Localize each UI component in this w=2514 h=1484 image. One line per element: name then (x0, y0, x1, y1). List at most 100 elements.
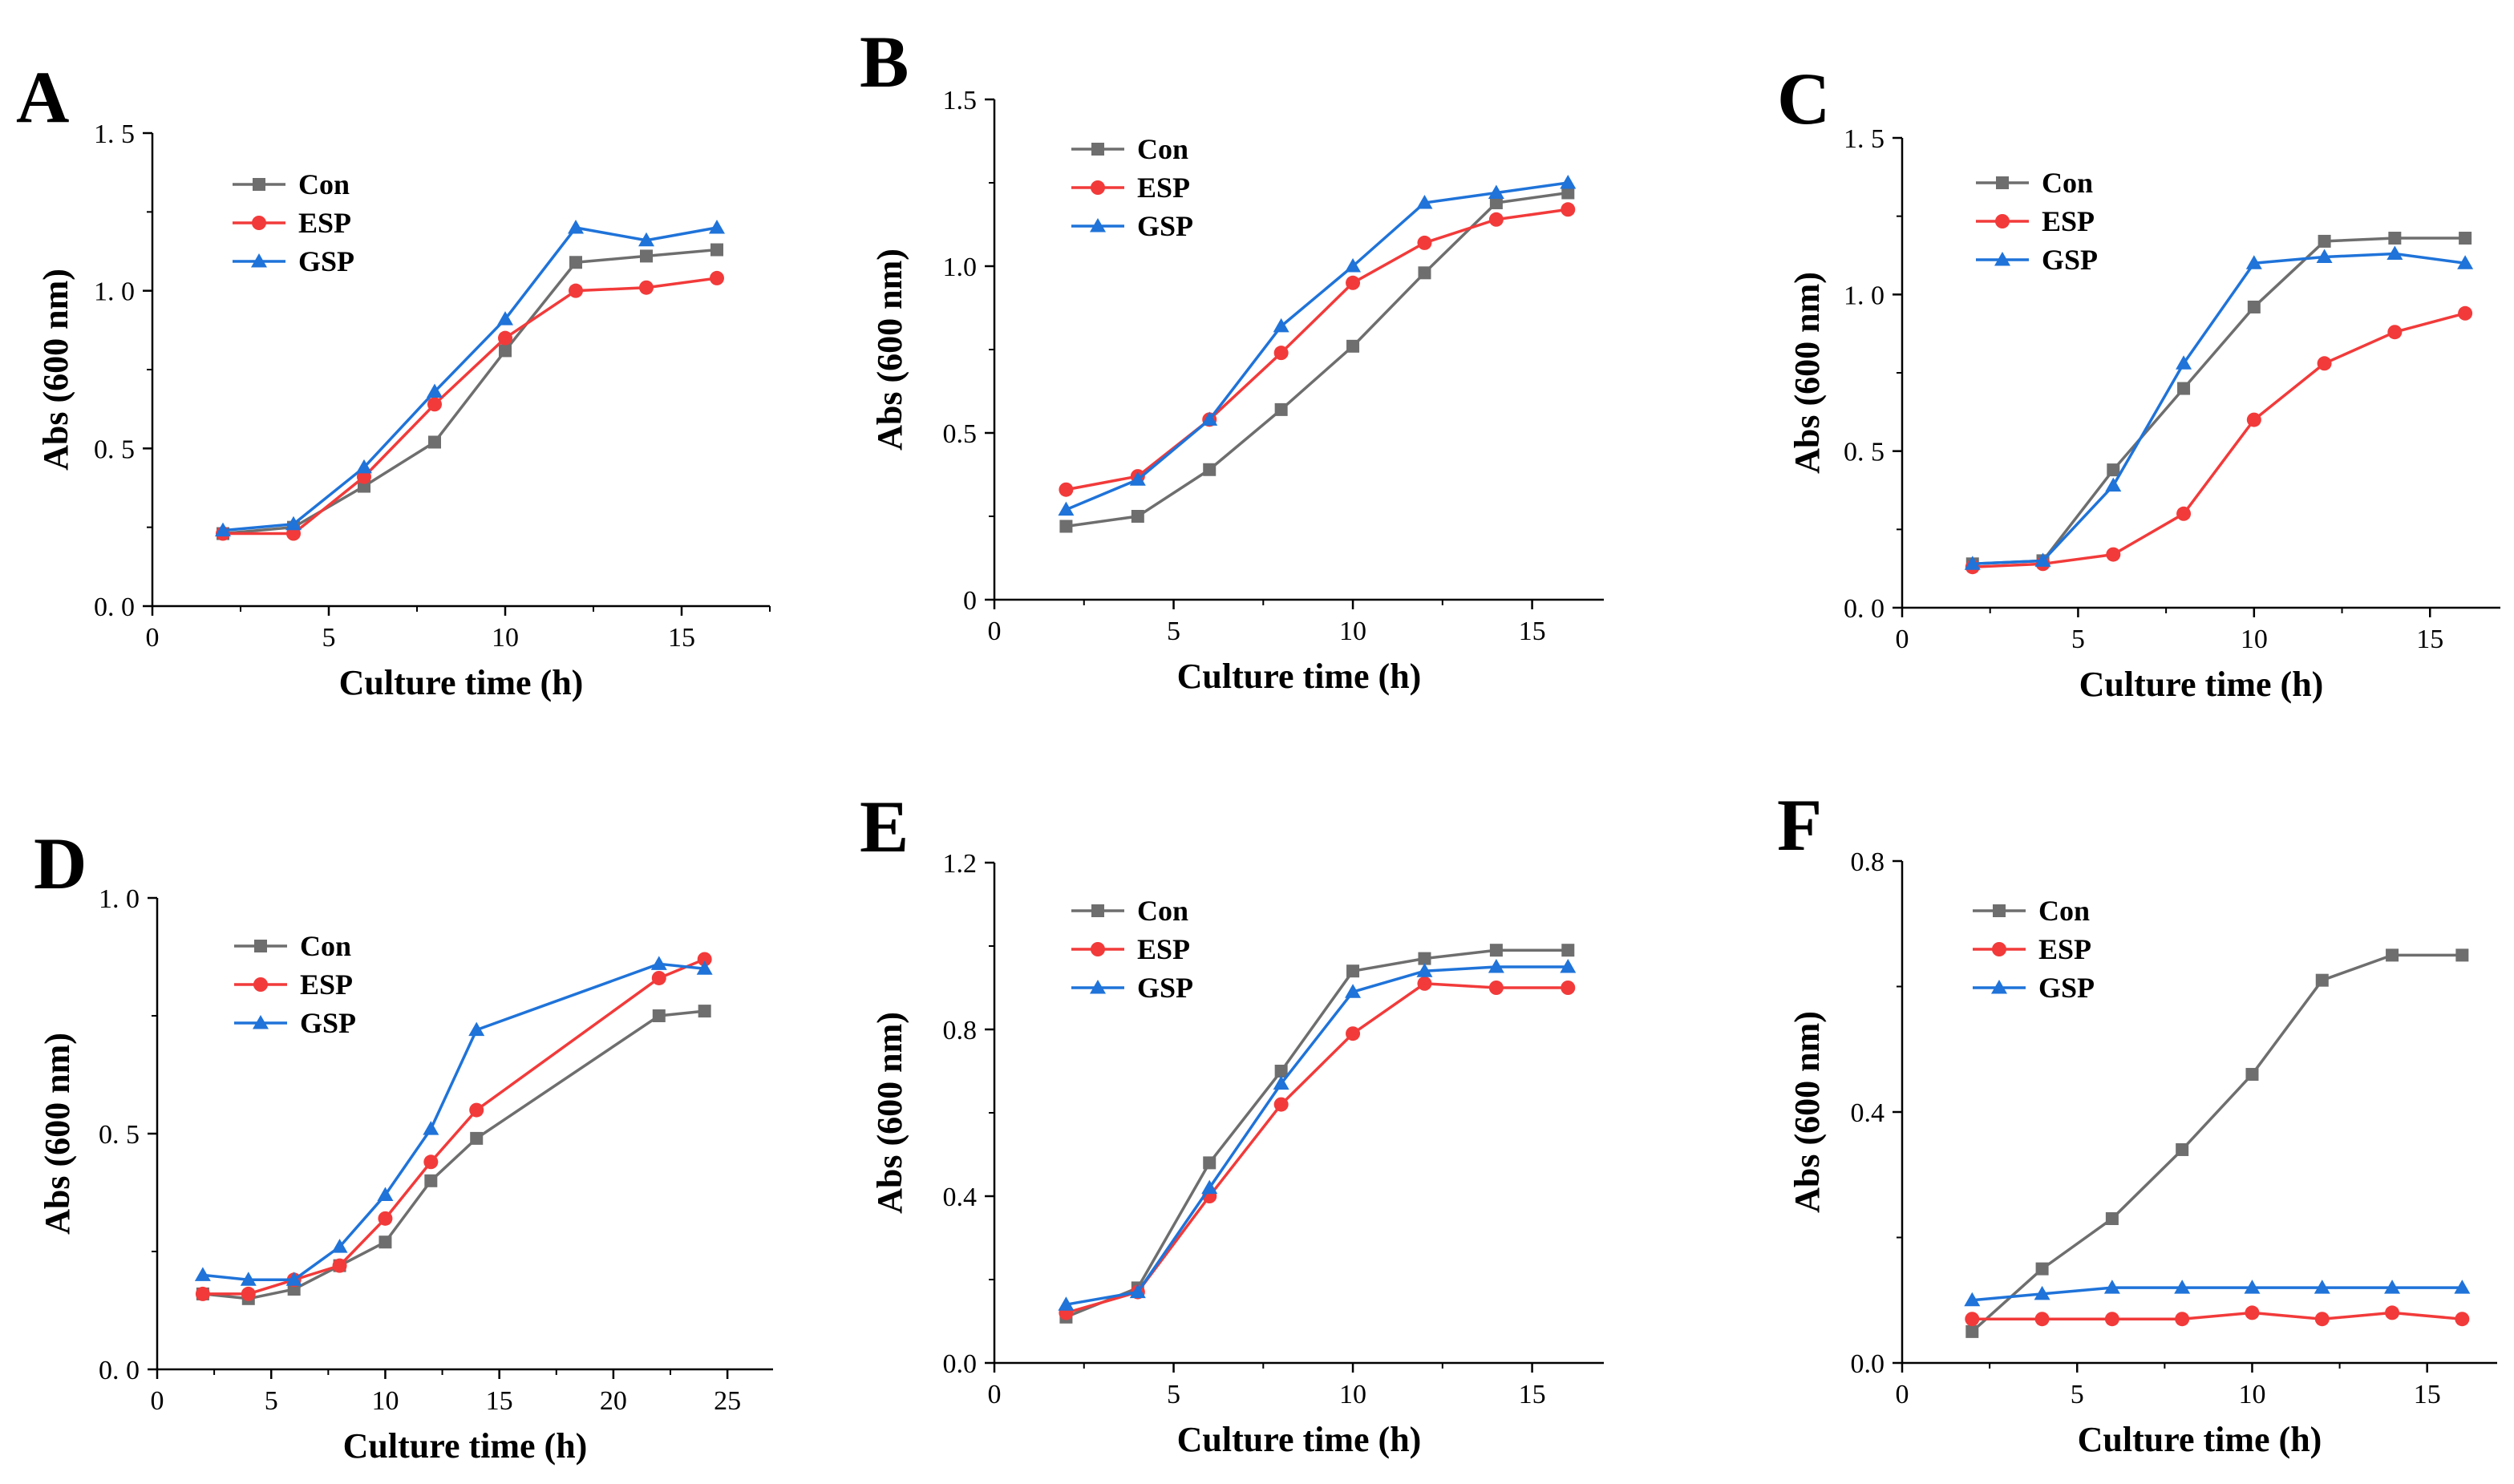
panel-e: E 0 5 10 15 0.0 0.4 0.8 1.2 Culture time (h) Abs (… (860, 786, 1604, 1459)
series-gsp (1058, 175, 1577, 516)
data-point-gsp (427, 383, 443, 398)
x-tick-label: 0 (988, 1380, 1002, 1409)
panel-label: E (860, 786, 909, 867)
legend-marker-gsp (253, 1015, 269, 1029)
data-point-con (652, 1009, 666, 1022)
data-point-esp (1488, 212, 1504, 227)
data-point-gsp (2103, 1280, 2120, 1294)
data-point-con (1418, 266, 1431, 280)
series-con (196, 1005, 711, 1305)
data-point-con (2245, 1068, 2259, 1082)
x-tick-label: 15 (2414, 1380, 2441, 1409)
data-point-gsp (2316, 249, 2333, 263)
x-axis-label: Culture time (h) (339, 663, 584, 702)
data-point-gsp (1964, 1292, 1981, 1307)
data-point-gsp (1129, 471, 1146, 486)
data-point-gsp (240, 1272, 257, 1286)
series-gsp (1058, 959, 1577, 1311)
x-tick-label: 5 (1167, 1380, 1180, 1409)
x-tick-label: 15 (2416, 625, 2443, 654)
data-point-gsp (1488, 959, 1504, 973)
data-point-gsp (1964, 556, 1981, 570)
series-line-esp (202, 957, 706, 1296)
data-point-esp (1488, 981, 1504, 995)
data-point-esp (195, 1286, 210, 1301)
data-point-esp (423, 1154, 439, 1170)
data-point-esp (1273, 346, 1289, 361)
data-point-gsp (696, 960, 713, 975)
data-point-gsp (2244, 1280, 2261, 1294)
x-tick-label: 15 (1519, 1380, 1546, 1409)
legend-label-gsp: GSP (2038, 972, 2095, 1004)
data-point-gsp (1345, 984, 1362, 998)
series-gsp (1964, 1280, 2471, 1307)
series-line-esp (1066, 208, 1569, 491)
data-point-gsp (1560, 959, 1577, 973)
series-gsp (194, 956, 713, 1286)
y-axis-label: Abs (600 nm) (870, 249, 909, 451)
data-point-esp (1346, 275, 1361, 290)
data-point-esp (332, 1258, 347, 1273)
data-point-gsp (2176, 355, 2192, 370)
panel-label: C (1777, 58, 1830, 140)
data-point-con (1561, 944, 1575, 957)
data-point-gsp (1201, 411, 1218, 426)
series-line-con (222, 248, 718, 536)
data-point-con (2386, 948, 2399, 962)
y-tick-label: 1. 5 (94, 119, 135, 149)
data-point-esp (2245, 1305, 2260, 1320)
legend-marker-gsp (1991, 980, 2007, 994)
data-point-con (1346, 964, 1360, 978)
data-point-con (424, 1174, 438, 1187)
legend-label-esp: ESP (2038, 933, 2091, 965)
x-tick-label: 15 (486, 1386, 513, 1416)
panel-label: B (860, 21, 909, 103)
legend: Con ESP GSP (234, 930, 356, 1039)
data-point-con (2177, 382, 2191, 395)
legend-marker-con (1091, 143, 1104, 156)
legend-label-esp: ESP (298, 207, 351, 239)
legend-marker-esp (1091, 180, 1105, 195)
y-axis-label: Abs (600 nm) (1787, 272, 1827, 474)
data-point-gsp (468, 1021, 485, 1037)
legend-label-esp: ESP (2042, 205, 2095, 237)
y-axis-label: Abs (600 nm) (38, 1033, 77, 1235)
data-point-con (1203, 463, 1217, 476)
data-point-esp (1417, 976, 1432, 991)
y-tick-label: 1.5 (943, 86, 978, 115)
data-point-gsp (2245, 255, 2262, 269)
x-tick-label: 10 (2238, 1380, 2265, 1409)
data-point-con (569, 256, 582, 269)
data-point-gsp (650, 956, 667, 970)
data-point-esp (1059, 482, 1074, 497)
y-tick-label: 0.0 (943, 1349, 978, 1379)
legend-marker-esp (1995, 214, 2010, 228)
x-tick-label: 0 (1896, 1380, 1909, 1409)
data-point-gsp (1273, 317, 1289, 333)
data-point-con (2035, 1262, 2049, 1276)
data-point-gsp (638, 232, 654, 247)
x-tick-label: 10 (492, 623, 519, 653)
panel-f: F 0 5 10 15 0.0 0.4 0.8 Culture time (h) Abs (600… (1777, 784, 2497, 1459)
data-point-gsp (331, 1239, 348, 1253)
series-esp (216, 270, 724, 541)
series-line-esp (1972, 312, 2466, 568)
data-point-con (1489, 196, 1503, 209)
data-point-con (1561, 186, 1575, 200)
legend-label-gsp: GSP (1137, 210, 1193, 242)
data-point-gsp (1416, 194, 1433, 209)
data-point-con (698, 1005, 711, 1018)
legend: Con ESP GSP (1973, 895, 2095, 1004)
legend-label-esp: ESP (300, 968, 353, 1001)
data-point-esp (2455, 1312, 2470, 1327)
x-tick-label: 15 (1519, 617, 1546, 646)
data-point-gsp (285, 516, 302, 531)
data-point-gsp (1058, 1296, 1075, 1311)
panel-c: C 0 5 10 15 0. 0 0. 5 1. 0 1. 5 Culture time (h) A… (1777, 58, 2500, 704)
series-esp (1965, 1305, 2470, 1327)
data-point-con (2107, 463, 2120, 477)
panel-label: F (1777, 784, 1822, 866)
series-line-esp (223, 277, 718, 536)
data-point-gsp (2034, 552, 2051, 567)
x-tick-label: 5 (2071, 625, 2085, 654)
